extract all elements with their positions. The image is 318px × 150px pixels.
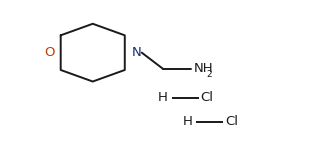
Text: 2: 2: [206, 70, 212, 79]
Text: H: H: [183, 116, 193, 128]
Text: NH: NH: [193, 62, 213, 75]
Text: N: N: [131, 46, 141, 59]
Text: H: H: [158, 91, 168, 104]
Text: Cl: Cl: [201, 91, 214, 104]
Text: O: O: [44, 46, 54, 59]
Text: Cl: Cl: [225, 116, 238, 128]
